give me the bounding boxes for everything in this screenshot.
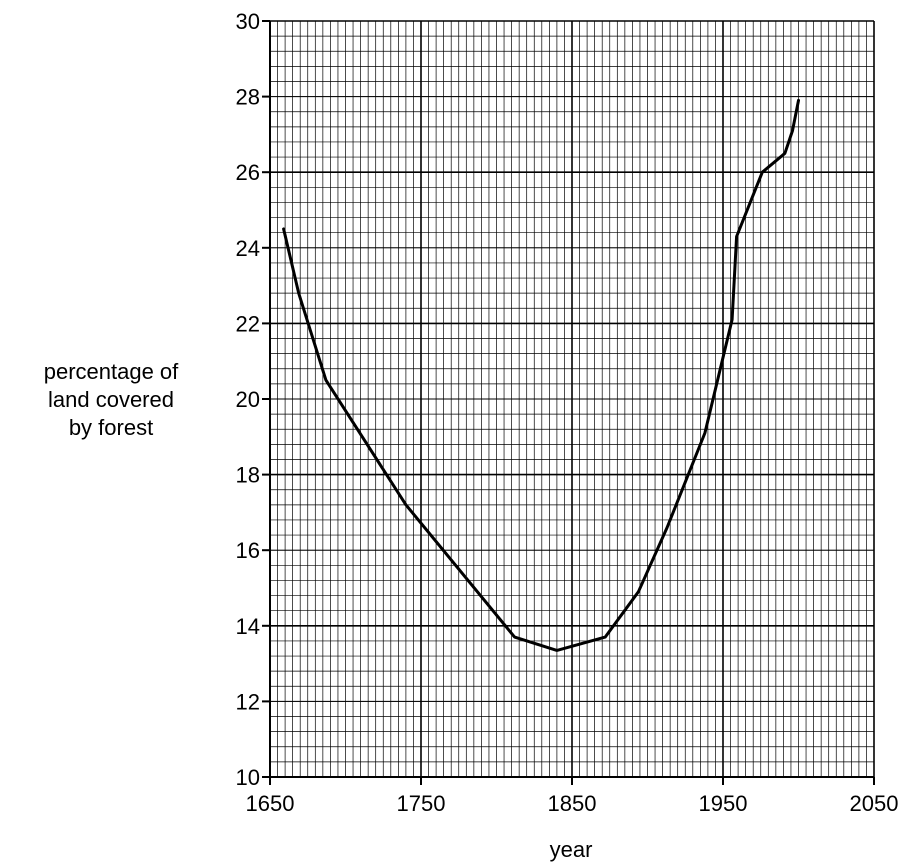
- x-tick-label: 1950: [699, 791, 748, 816]
- tick-labels: 10 12 14 16 18 20 22 24 26 28 30 1650 1750 1850 1950 20…: [236, 9, 899, 816]
- y-tick-label: 16: [236, 538, 260, 563]
- y-tick-label: 18: [236, 463, 260, 488]
- y-axis-title: percentage of land covered by forest: [0, 358, 222, 442]
- y-tick-label: 30: [236, 9, 260, 34]
- y-tick-label: 14: [236, 614, 260, 639]
- x-axis-title: year: [550, 837, 593, 862]
- y-tick-label: 26: [236, 160, 260, 185]
- x-tick-label: 2050: [850, 791, 899, 816]
- y-axis-title-line-3: by forest: [68, 415, 154, 440]
- x-tick-label: 1850: [548, 791, 597, 816]
- x-tick-label: 1750: [397, 791, 446, 816]
- y-tick-label: 10: [236, 765, 260, 790]
- y-tick-label: 24: [236, 236, 260, 261]
- data-series: [282, 98, 800, 652]
- y-axis-title-line-2: land covered: [48, 387, 174, 412]
- y-tick-label: 20: [236, 387, 260, 412]
- x-tick-label: 1650: [246, 791, 295, 816]
- y-tick-label: 28: [236, 85, 260, 110]
- axes: [262, 20, 875, 785]
- y-tick-label: 12: [236, 689, 260, 714]
- y-tick-label: 22: [236, 311, 260, 336]
- series-line: [282, 98, 800, 652]
- y-axis-title-line-1: percentage of: [43, 359, 179, 384]
